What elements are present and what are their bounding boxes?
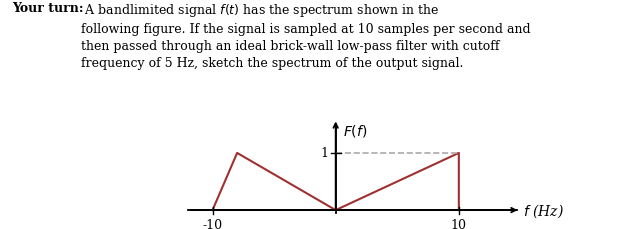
- Text: -10: -10: [203, 218, 223, 229]
- Text: A bandlimited signal $f(t)$ has the spectrum shown in the
following figure. If t: A bandlimited signal $f(t)$ has the spec…: [82, 2, 531, 70]
- Text: $f$ (Hz): $f$ (Hz): [523, 201, 564, 219]
- Text: 1: 1: [320, 147, 329, 160]
- Text: $F(f)$: $F(f)$: [343, 123, 367, 139]
- Text: Your turn:: Your turn:: [13, 2, 84, 15]
- Text: 10: 10: [451, 218, 467, 229]
